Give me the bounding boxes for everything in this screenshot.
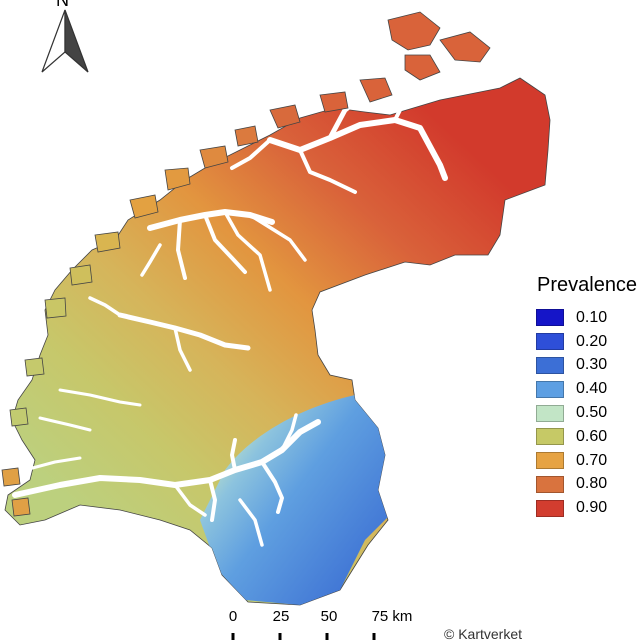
legend: Prevalence 0.10 0.20 0.30 0.40 0.50 0.60 0.70 0… [536, 272, 640, 520]
islands [1, 11, 491, 517]
region-mainland [4, 77, 551, 606]
legend-item: 0.60 [536, 425, 640, 449]
fjords [12, 90, 448, 547]
legend-swatch [536, 404, 564, 422]
legend-label: 0.70 [576, 451, 608, 469]
legend-swatch [536, 499, 564, 517]
legend-swatch [536, 475, 564, 493]
legend-item: 0.50 [536, 401, 640, 425]
legend-swatch [536, 309, 564, 327]
scale-tick-label: 0 [228, 608, 238, 625]
legend-item: 0.70 [536, 449, 640, 473]
legend-label: 0.30 [576, 356, 608, 374]
scale-bar-labels: 0 25 50 75 km [0, 608, 640, 628]
scale-bar [231, 633, 376, 640]
legend-item: 0.20 [536, 330, 640, 354]
legend-item: 0.90 [536, 496, 640, 520]
scale-tick-label: 25 [272, 608, 290, 625]
legend-swatch [536, 333, 564, 351]
legend-swatch [536, 356, 564, 374]
north-arrow-icon [41, 9, 89, 73]
legend-swatch [536, 452, 564, 470]
legend-items: 0.10 0.20 0.30 0.40 0.50 0.60 0.70 0.80 0.90 [536, 306, 640, 520]
legend-item: 0.40 [536, 377, 640, 401]
legend-swatch [536, 380, 564, 398]
legend-label: 0.50 [576, 404, 608, 422]
legend-item: 0.30 [536, 354, 640, 378]
legend-title: Prevalence [537, 274, 638, 296]
scale-tick-label: 75 km [371, 608, 413, 625]
scale-tick-label: 50 [320, 608, 338, 625]
map-credit: © Kartverket [444, 626, 523, 642]
legend-label: 0.10 [576, 308, 608, 326]
legend-label: 0.20 [576, 332, 608, 350]
legend-label: 0.60 [576, 427, 608, 445]
legend-item: 0.10 [536, 306, 640, 330]
legend-label: 0.40 [576, 380, 608, 398]
legend-item: 0.80 [536, 473, 640, 497]
legend-label: 0.90 [576, 499, 608, 517]
north-label: N [56, 0, 69, 10]
legend-swatch [536, 428, 564, 446]
legend-label: 0.80 [576, 475, 608, 493]
